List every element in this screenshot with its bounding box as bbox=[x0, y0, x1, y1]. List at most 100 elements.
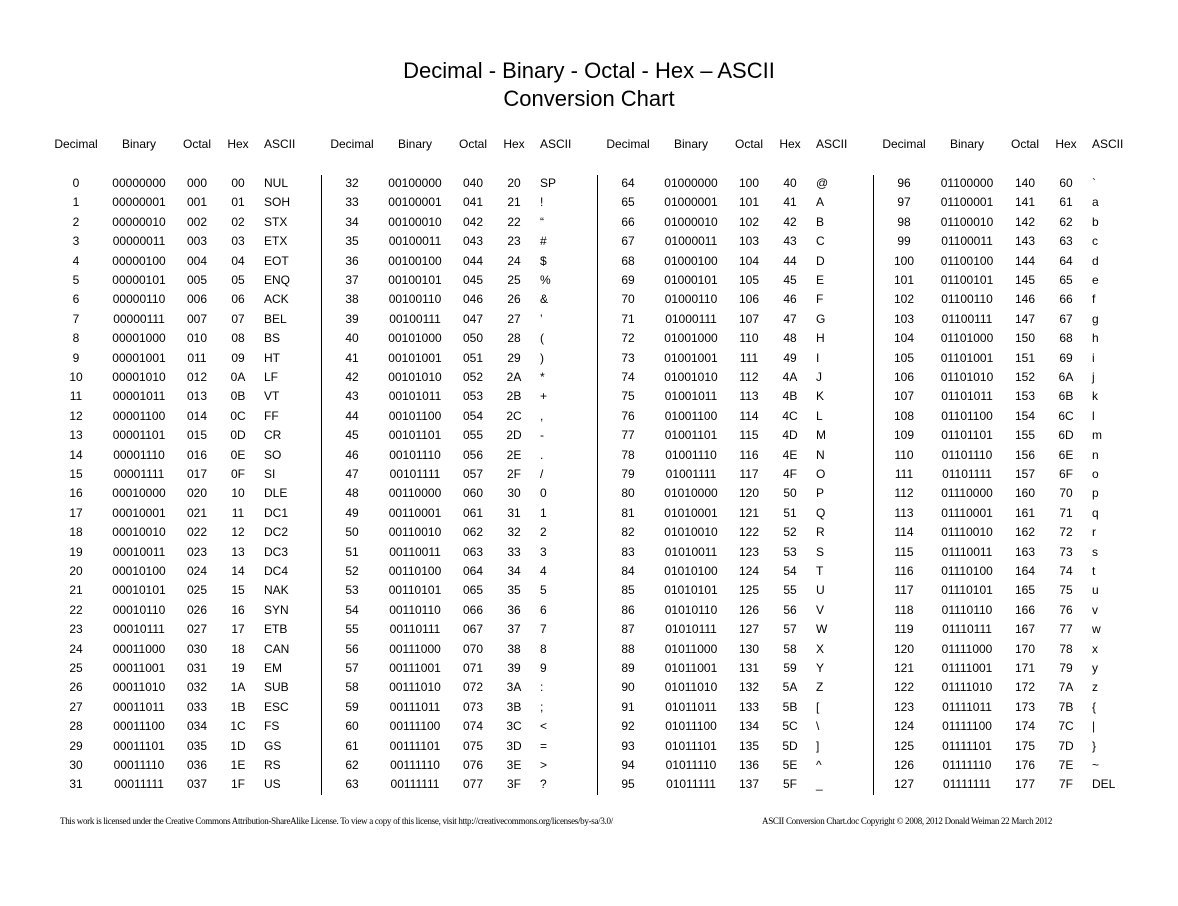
cell-binary: 01011001 bbox=[664, 661, 718, 675]
cell-octal: 110 bbox=[739, 331, 759, 346]
cell-octal: 151 bbox=[1014, 350, 1036, 365]
cell-decimal: 28 bbox=[69, 719, 83, 734]
cell-hex: 0C bbox=[230, 408, 246, 423]
cell-binary: 01100010 bbox=[940, 214, 994, 229]
cell-hex: 70 bbox=[1059, 486, 1073, 501]
cell-decimal: 5 bbox=[72, 273, 80, 287]
cell-decimal: 83 bbox=[621, 544, 635, 559]
cell-decimal: 112 bbox=[894, 486, 914, 501]
cell-hex: 4E bbox=[782, 447, 798, 462]
cell-ascii: VT bbox=[264, 389, 280, 404]
cell-octal: 057 bbox=[462, 467, 484, 481]
cell-decimal: 97 bbox=[897, 195, 911, 210]
cell-octal: 044 bbox=[462, 253, 484, 268]
cell-ascii: NUL bbox=[264, 176, 289, 190]
cell-octal: 171 bbox=[1014, 661, 1036, 675]
cell-octal: 143 bbox=[1014, 234, 1036, 249]
cell-binary: 01001000 bbox=[664, 331, 718, 346]
cell-decimal: 21 bbox=[69, 583, 83, 598]
cell-binary: 00001011 bbox=[112, 389, 166, 404]
cell-ascii: FS bbox=[264, 719, 280, 734]
cell-ascii: BEL bbox=[264, 311, 287, 326]
cell-decimal: 79 bbox=[621, 467, 635, 481]
cell-binary: 00100110 bbox=[388, 292, 442, 307]
cell-octal: 027 bbox=[186, 622, 208, 637]
cell-ascii: CR bbox=[264, 428, 282, 443]
cell-binary: 00110011 bbox=[389, 544, 441, 559]
cell-hex: 28 bbox=[507, 331, 521, 346]
cell-octal: 072 bbox=[462, 680, 484, 695]
cell-decimal: 70 bbox=[621, 292, 635, 307]
cell-ascii: # bbox=[540, 234, 547, 249]
cell-octal: 131 bbox=[738, 661, 760, 675]
cell-ascii: DLE bbox=[264, 486, 288, 501]
cell-octal: 127 bbox=[738, 622, 760, 637]
cell-octal: 043 bbox=[462, 234, 484, 249]
cell-octal: 124 bbox=[738, 564, 760, 578]
cell-ascii: 4 bbox=[540, 564, 547, 578]
cell-hex: 33 bbox=[507, 544, 521, 559]
cell-binary: 00000011 bbox=[112, 234, 166, 249]
cell-hex: 14 bbox=[231, 564, 245, 578]
cell-hex: 6A bbox=[1058, 370, 1074, 384]
cell-ascii: V bbox=[816, 602, 825, 617]
cell-hex: 5C bbox=[782, 719, 798, 734]
cell-octal: 021 bbox=[186, 505, 208, 520]
cell-decimal: 101 bbox=[893, 273, 915, 287]
cell-ascii: a bbox=[1092, 195, 1099, 210]
cell-decimal: 100 bbox=[893, 253, 915, 268]
cell-hex: 41 bbox=[783, 195, 797, 210]
cell-decimal: 10 bbox=[69, 370, 83, 384]
cell-octal: 066 bbox=[462, 602, 484, 617]
cell-decimal: 120 bbox=[893, 641, 915, 656]
cell-hex: 23 bbox=[507, 234, 521, 249]
cell-decimal: 57 bbox=[345, 661, 359, 675]
cell-decimal: 95 bbox=[621, 777, 635, 792]
cell-ascii: 8 bbox=[540, 641, 547, 656]
cell-decimal: 98 bbox=[897, 214, 911, 229]
cell-decimal: 104 bbox=[893, 331, 915, 346]
header-binary: Binary bbox=[949, 137, 985, 151]
cell-hex: 0D bbox=[230, 428, 246, 443]
cell-ascii: ^ bbox=[816, 758, 822, 772]
cell-ascii: d bbox=[1092, 253, 1099, 268]
cell-decimal: 116 bbox=[894, 564, 914, 578]
cell-hex: 1C bbox=[230, 719, 246, 734]
cell-octal: 071 bbox=[462, 661, 484, 675]
cell-decimal: 53 bbox=[345, 583, 359, 598]
cell-hex: 3C bbox=[506, 719, 522, 734]
cell-decimal: 22 bbox=[69, 602, 83, 617]
cell-octal: 137 bbox=[738, 777, 760, 792]
cell-hex: 03 bbox=[231, 234, 245, 249]
cell-octal: 133 bbox=[738, 699, 760, 714]
cell-ascii: W bbox=[816, 622, 828, 637]
cell-decimal: 115 bbox=[894, 544, 914, 559]
cell-hex: 64 bbox=[1059, 253, 1073, 268]
cell-decimal: 7 bbox=[72, 311, 80, 326]
cell-ascii: _ bbox=[816, 777, 823, 792]
cell-decimal: 44 bbox=[345, 408, 359, 423]
cell-octal: 034 bbox=[186, 719, 208, 734]
cell-ascii: r bbox=[1092, 525, 1096, 540]
cell-octal: 172 bbox=[1014, 680, 1036, 695]
cell-octal: 041 bbox=[462, 195, 484, 210]
cell-decimal: 62 bbox=[345, 758, 359, 772]
cell-ascii: ETX bbox=[264, 234, 288, 249]
cell-decimal: 8 bbox=[72, 331, 80, 346]
cell-octal: 070 bbox=[462, 641, 484, 656]
cell-octal: 153 bbox=[1014, 389, 1036, 404]
cell-hex: 2B bbox=[506, 389, 522, 404]
cell-octal: 000 bbox=[186, 176, 208, 190]
cell-hex: 3B bbox=[506, 699, 522, 714]
cell-decimal: 34 bbox=[345, 214, 359, 229]
cell-binary: 01110001 bbox=[941, 505, 993, 520]
cell-ascii: 2 bbox=[540, 525, 547, 540]
cell-octal: 123 bbox=[738, 544, 760, 559]
cell-hex: 35 bbox=[507, 583, 521, 598]
cell-binary: 01101001 bbox=[940, 350, 994, 365]
cell-hex: 2C bbox=[506, 408, 522, 423]
cell-octal: 051 bbox=[462, 350, 484, 365]
cell-hex: 22 bbox=[507, 214, 521, 229]
cell-ascii: GS bbox=[264, 738, 282, 753]
cell-decimal: 64 bbox=[621, 176, 635, 190]
